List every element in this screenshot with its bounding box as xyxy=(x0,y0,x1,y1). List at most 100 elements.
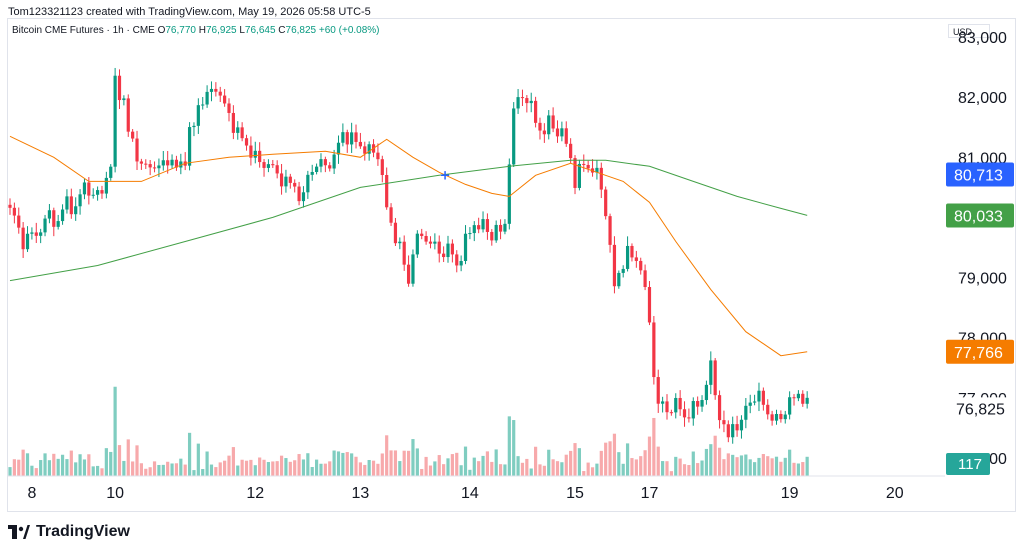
candle xyxy=(12,207,16,216)
volume-bar xyxy=(47,460,52,476)
candle xyxy=(56,221,60,227)
candle xyxy=(192,125,196,128)
volume-bar xyxy=(604,442,608,476)
volume-bar xyxy=(363,464,367,476)
candle xyxy=(485,219,490,232)
volume-bar xyxy=(455,452,459,476)
candle xyxy=(512,108,516,165)
candle xyxy=(345,132,349,145)
candle xyxy=(323,159,327,166)
candle xyxy=(152,167,157,169)
volume-bar xyxy=(293,460,297,476)
volume-bar xyxy=(56,458,60,476)
candle xyxy=(279,173,284,187)
volume-bar xyxy=(770,458,774,476)
candle xyxy=(709,360,713,385)
volume-bar xyxy=(560,462,564,476)
candle xyxy=(144,163,148,165)
high-key: H xyxy=(198,25,206,36)
candle xyxy=(332,154,336,169)
candle xyxy=(608,216,612,245)
volume-bar xyxy=(643,450,647,476)
volume-bar xyxy=(192,470,196,476)
candle xyxy=(336,142,341,155)
volume-bar xyxy=(630,458,634,476)
candle xyxy=(520,97,525,99)
candle xyxy=(494,224,498,241)
candle xyxy=(735,424,739,431)
candle xyxy=(542,130,546,135)
volume-bar xyxy=(433,461,437,476)
volume-bar xyxy=(60,454,65,476)
volume-bar xyxy=(21,449,25,476)
candle xyxy=(669,412,673,414)
volume-bar xyxy=(262,459,266,476)
volume-bar xyxy=(266,462,271,476)
volume-bar xyxy=(301,459,306,476)
volume-bar xyxy=(319,463,323,476)
volume-bar xyxy=(805,456,809,476)
candle xyxy=(761,390,765,405)
open-key: O xyxy=(157,25,166,36)
candle xyxy=(297,186,301,202)
candle xyxy=(617,272,621,287)
candle xyxy=(135,138,139,162)
currency-selector[interactable]: USD xyxy=(948,24,990,38)
candle xyxy=(380,159,384,175)
candle xyxy=(713,360,717,396)
candle xyxy=(201,104,205,106)
volume-bar xyxy=(608,441,612,476)
candle xyxy=(109,166,113,178)
volume-bar xyxy=(726,453,730,476)
volume-bar xyxy=(477,461,481,476)
candle xyxy=(516,97,520,109)
candle xyxy=(315,166,319,172)
x-tick-label: 14 xyxy=(461,485,479,502)
volume-bar xyxy=(617,452,621,476)
candle xyxy=(376,152,380,160)
volume-bar xyxy=(183,464,187,476)
x-tick-label: 13 xyxy=(352,485,370,502)
candle xyxy=(411,254,415,284)
volume-bar xyxy=(288,461,292,476)
candle xyxy=(21,227,25,250)
volume-bar xyxy=(187,432,192,476)
volume-bar xyxy=(209,464,214,476)
candle xyxy=(8,204,12,208)
volume-bar xyxy=(709,444,713,476)
volume-bar xyxy=(109,451,113,476)
candle xyxy=(796,393,800,399)
candle xyxy=(139,161,143,164)
volume-bar xyxy=(590,467,595,476)
volume-bar xyxy=(468,469,472,476)
candle xyxy=(319,159,323,167)
candle xyxy=(770,414,774,421)
volume-bar xyxy=(704,448,709,476)
candle xyxy=(174,159,179,168)
volume-bar xyxy=(696,463,700,476)
tradingview-brand[interactable]: TradingView xyxy=(8,523,130,541)
volume-bar xyxy=(463,446,468,476)
candle xyxy=(639,260,643,271)
volume-bar xyxy=(534,446,538,476)
low-key: L xyxy=(239,25,245,36)
volume-bar xyxy=(656,446,660,476)
volume-bar xyxy=(774,456,779,476)
candle xyxy=(428,241,433,244)
candle xyxy=(25,233,30,250)
volume-bar xyxy=(104,448,108,476)
candle xyxy=(161,160,165,166)
volume-bar xyxy=(735,457,739,476)
volume-bar xyxy=(284,458,288,476)
volume-bar xyxy=(8,467,12,476)
volume-bar xyxy=(402,450,406,476)
candle xyxy=(753,401,757,403)
volume-bar xyxy=(354,456,358,476)
x-tick-label: 12 xyxy=(246,485,264,502)
candle xyxy=(674,397,678,413)
candle xyxy=(582,163,586,165)
symbol-name[interactable]: Bitcoin CME Futures · 1h · CME xyxy=(12,25,155,36)
volume-bar xyxy=(223,460,227,476)
volume-bar xyxy=(34,468,38,476)
